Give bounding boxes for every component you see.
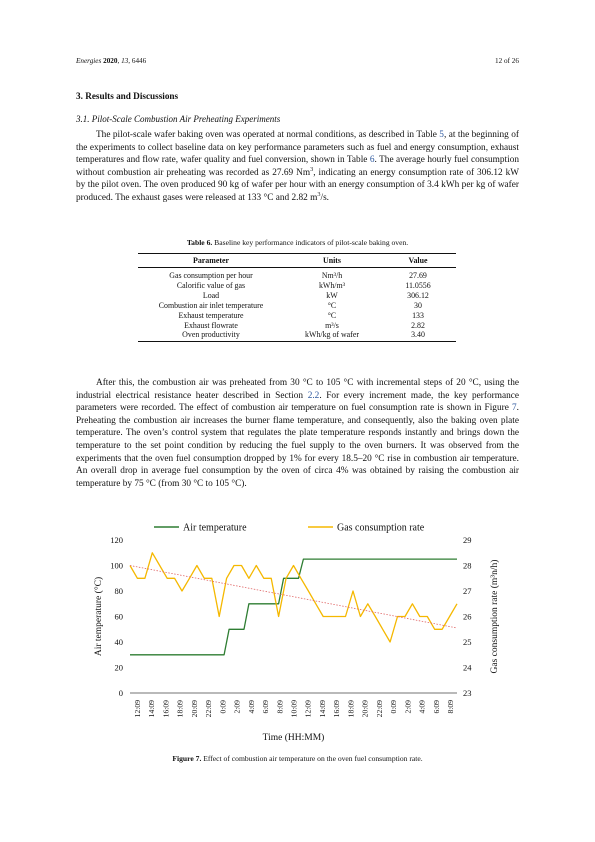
- y2-tick-label: 23: [463, 688, 472, 698]
- paragraph-preheating: After this, the combustion air was prehe…: [76, 377, 519, 490]
- table-cell: kWh/kg of wafer: [284, 330, 380, 341]
- table-cell: Exhaust temperature: [138, 311, 284, 321]
- paragraph-baseline: The pilot-scale wafer baking oven was op…: [76, 129, 519, 205]
- y-tick-label: 40: [115, 637, 124, 647]
- y2-axis-title: Gas consumption rate (m³n/h): [489, 560, 500, 674]
- x-tick-label: 8:09: [446, 700, 455, 714]
- kpi-table: Parameter Units Value Gas consumption pe…: [138, 253, 456, 342]
- y2-tick-label: 26: [463, 612, 472, 622]
- gas-trendline: [130, 566, 457, 628]
- air-temperature-line: [130, 559, 457, 655]
- x-tick-label: 18:09: [176, 700, 185, 718]
- x-axis-title: Time (HH:MM): [263, 732, 325, 743]
- x-tick-label: 22:09: [204, 700, 213, 718]
- table-cell: m³/s: [284, 321, 380, 331]
- x-tick-label: 22:09: [375, 700, 384, 718]
- table-row: Oven productivity kWh/kg of wafer 3.40: [138, 330, 456, 341]
- section-title: 3. Results and Discussions: [76, 91, 178, 101]
- x-tick-label: 14:09: [147, 700, 156, 718]
- table-row: Exhaust flowrate m³/s 2.82: [138, 321, 456, 331]
- x-tick-label: 6:09: [261, 700, 270, 714]
- x-tick-label: 10:09: [290, 700, 299, 718]
- y-tick-label: 100: [110, 561, 123, 571]
- y-tick-label: 60: [115, 612, 124, 622]
- gas-consumption-line: [130, 553, 457, 642]
- y2-tick-label: 27: [463, 586, 472, 596]
- table-cell: 11.0556: [380, 281, 456, 291]
- table-cell: °C: [284, 301, 380, 311]
- table-cell: 30: [380, 301, 456, 311]
- table-cell: 133: [380, 311, 456, 321]
- x-tick-label: 20:09: [190, 700, 199, 718]
- table-row: Exhaust temperature °C 133: [138, 311, 456, 321]
- x-tick-label: 6:09: [432, 700, 441, 714]
- table-cell: 2.82: [380, 321, 456, 331]
- section-2-2-link[interactable]: 2.2: [308, 391, 320, 401]
- table-cell: Calorific value of gas: [138, 281, 284, 291]
- journal-citation: Energies 2020, 13, 6446: [76, 57, 146, 65]
- x-tick-label: 2:09: [233, 700, 242, 714]
- y2-tick-label: 25: [463, 637, 472, 647]
- column-header: Units: [284, 254, 380, 268]
- running-header: Energies 2020, 13, 6446 12 of 26: [76, 57, 519, 67]
- column-header: Value: [380, 254, 456, 268]
- table-cell: kWh/m³: [284, 281, 380, 291]
- x-tick-label: 8:09: [275, 700, 284, 714]
- legend-label: Air temperature: [183, 523, 247, 534]
- table-cell: Load: [138, 291, 284, 301]
- table-row: Combustion air inlet temperature °C 30: [138, 301, 456, 311]
- y2-tick-label: 24: [463, 663, 472, 673]
- x-tick-label: 12:09: [133, 700, 142, 718]
- table-cell: Gas consumption per hour: [138, 268, 284, 281]
- column-header: Parameter: [138, 254, 284, 268]
- table-row: Calorific value of gas kWh/m³ 11.0556: [138, 281, 456, 291]
- table-cell: °C: [284, 311, 380, 321]
- y-tick-label: 20: [115, 663, 124, 673]
- x-tick-label: 20:09: [361, 700, 370, 718]
- table-cell: Combustion air inlet temperature: [138, 301, 284, 311]
- legend-label: Gas consumption rate: [337, 523, 425, 534]
- figure-caption: Figure 7. Effect of combustion air tempe…: [76, 754, 519, 763]
- x-tick-label: 4:09: [418, 700, 427, 714]
- table-cell: 27.69: [380, 268, 456, 281]
- x-tick-label: 12:09: [304, 700, 313, 718]
- table-cell: Oven productivity: [138, 330, 284, 341]
- table-header-row: Parameter Units Value: [138, 254, 456, 268]
- table-caption: Table 6. Baseline key performance indica…: [76, 238, 519, 247]
- table-cell: 306.12: [380, 291, 456, 301]
- y-tick-label: 80: [115, 586, 124, 596]
- x-tick-label: 4:09: [247, 700, 256, 714]
- table-cell: Exhaust flowrate: [138, 321, 284, 331]
- table-row: Gas consumption per hour Nm³/h 27.69: [138, 268, 456, 281]
- page-number: 12 of 26: [495, 57, 519, 65]
- y-axis-title: Air temperature (°C): [93, 577, 104, 656]
- figure-7-chart: 0 20 40 60 80 100 120 23 24 25 26 27 28 29 12:09 14:09 1…: [76, 519, 519, 751]
- table-cell: 3.40: [380, 330, 456, 341]
- y2-tick-label: 28: [463, 561, 472, 571]
- x-tick-label: 16:09: [332, 700, 341, 718]
- x-tick-label: 16:09: [161, 700, 170, 718]
- x-tick-label: 2:09: [403, 700, 412, 714]
- y-tick-label: 0: [119, 688, 123, 698]
- y-tick-label: 120: [110, 535, 123, 545]
- x-tick-label: 0:09: [389, 700, 398, 714]
- table-cell: kW: [284, 291, 380, 301]
- x-tick-label: 14:09: [318, 700, 327, 718]
- x-tick-label: 0:09: [218, 700, 227, 714]
- subsection-title: 3.1. Pilot-Scale Combustion Air Preheati…: [76, 114, 280, 124]
- table-row: Load kW 306.12: [138, 291, 456, 301]
- table-cell: Nm³/h: [284, 268, 380, 281]
- x-tick-label: 18:09: [346, 700, 355, 718]
- y2-tick-label: 29: [463, 535, 472, 545]
